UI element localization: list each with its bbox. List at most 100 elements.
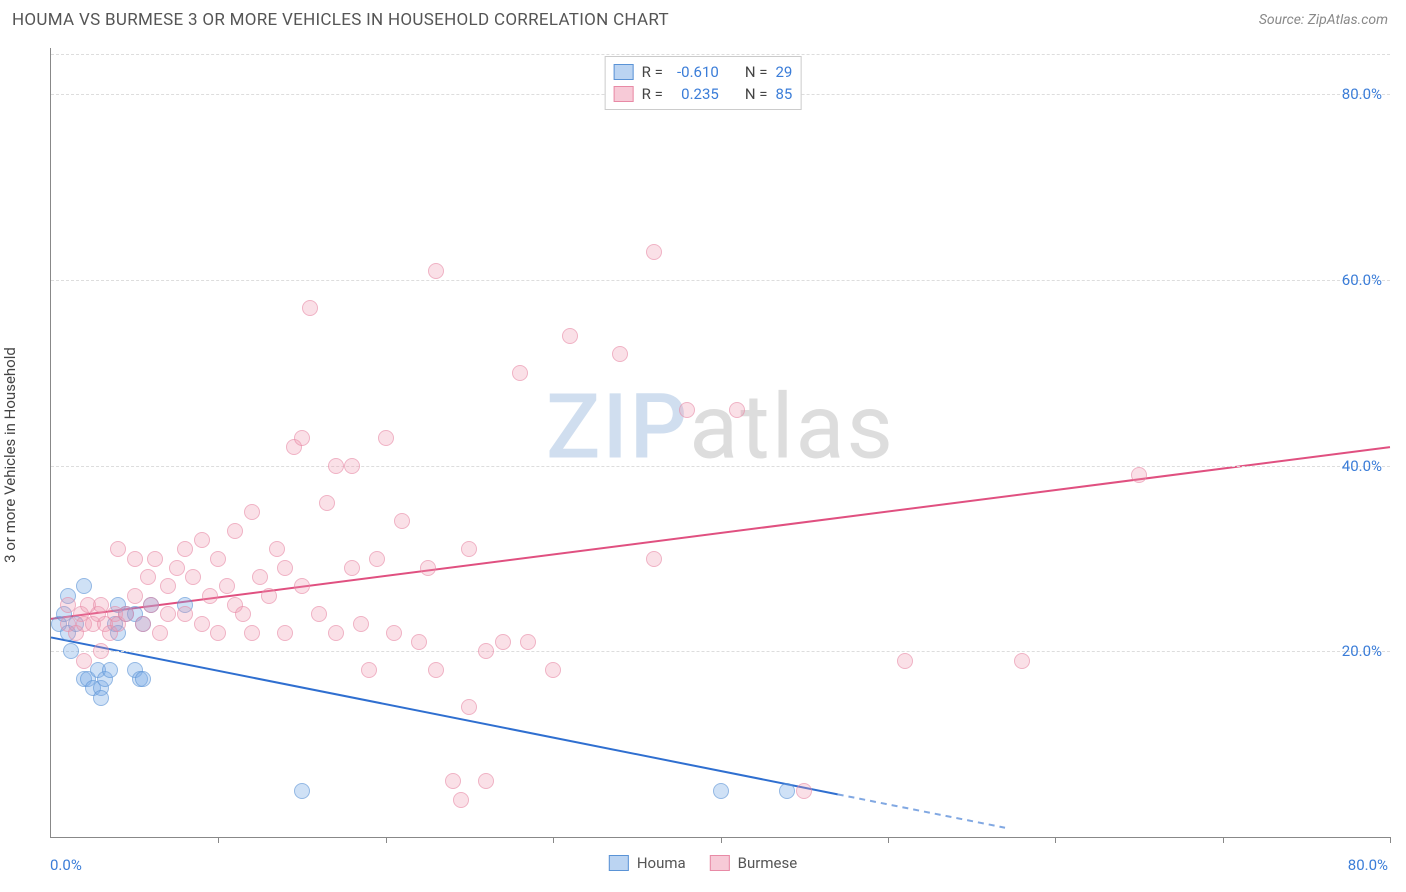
- data-point-burmese: [177, 606, 193, 622]
- chart-title: HOUMA VS BURMESE 3 OR MORE VEHICLES IN H…: [12, 10, 669, 30]
- data-point-burmese: [160, 578, 176, 594]
- data-point-burmese: [127, 588, 143, 604]
- data-point-houma: [93, 690, 109, 706]
- watermark: ZIPatlas: [546, 374, 895, 479]
- data-point-houma: [76, 578, 92, 594]
- data-point-burmese: [227, 523, 243, 539]
- data-point-houma: [779, 783, 795, 799]
- x-end-label: 80.0%: [1348, 856, 1388, 874]
- swatch-blue: [614, 64, 634, 80]
- legend-row-houma: R = -0.610 N = 29: [614, 61, 793, 83]
- data-point-burmese: [118, 606, 134, 622]
- x-tick: [1390, 837, 1391, 843]
- correlation-legend: R = -0.610 N = 29 R = 0.235 N = 85: [605, 56, 802, 110]
- data-point-burmese: [353, 616, 369, 632]
- x-tick: [386, 837, 387, 843]
- x-tick: [1055, 837, 1056, 843]
- data-point-burmese: [378, 430, 394, 446]
- data-point-burmese: [76, 653, 92, 669]
- data-point-burmese: [420, 560, 436, 576]
- legend-label-burmese: Burmese: [738, 854, 798, 872]
- trend-line-burmese: [51, 447, 1390, 619]
- data-point-burmese: [93, 643, 109, 659]
- data-point-burmese: [194, 616, 210, 632]
- grid-line: [51, 651, 1390, 652]
- data-point-houma: [102, 662, 118, 678]
- scatter-chart: ZIPatlas 20.0%40.0%60.0%80.0%: [50, 48, 1390, 838]
- data-point-burmese: [1131, 467, 1147, 483]
- data-point-burmese: [445, 773, 461, 789]
- data-point-burmese: [344, 560, 360, 576]
- data-point-burmese: [135, 616, 151, 632]
- r-label: R =: [642, 63, 663, 81]
- data-point-burmese: [194, 532, 210, 548]
- legend-item-houma: Houma: [609, 854, 686, 872]
- grid-line: [51, 466, 1390, 467]
- data-point-burmese: [294, 430, 310, 446]
- data-point-burmese: [897, 653, 913, 669]
- data-point-burmese: [302, 300, 318, 316]
- n-label: N =: [745, 63, 768, 81]
- data-point-burmese: [235, 606, 251, 622]
- data-point-burmese: [428, 662, 444, 678]
- data-point-burmese: [147, 551, 163, 567]
- data-point-burmese: [344, 458, 360, 474]
- data-point-burmese: [277, 625, 293, 641]
- n-value-houma: 29: [775, 63, 792, 81]
- data-point-burmese: [328, 458, 344, 474]
- legend-row-burmese: R = 0.235 N = 85: [614, 83, 793, 105]
- grid-line: [51, 54, 1390, 55]
- data-point-burmese: [478, 643, 494, 659]
- r-value-burmese: 0.235: [671, 85, 719, 103]
- x-tick: [218, 837, 219, 843]
- data-point-burmese: [461, 699, 477, 715]
- y-tick-label: 20.0%: [1342, 642, 1382, 660]
- x-tick: [1223, 837, 1224, 843]
- data-point-burmese: [169, 560, 185, 576]
- swatch-pink: [614, 86, 634, 102]
- data-point-burmese: [261, 588, 277, 604]
- data-point-burmese: [311, 606, 327, 622]
- n-label: N =: [745, 85, 768, 103]
- r-value-houma: -0.610: [671, 63, 719, 81]
- grid-line: [51, 280, 1390, 281]
- data-point-burmese: [110, 541, 126, 557]
- data-point-houma: [294, 783, 310, 799]
- source-prefix: Source:: [1259, 12, 1308, 28]
- data-point-burmese: [143, 597, 159, 613]
- legend-item-burmese: Burmese: [710, 854, 798, 872]
- data-point-burmese: [252, 569, 268, 585]
- n-value-burmese: 85: [775, 85, 792, 103]
- data-point-burmese: [461, 541, 477, 557]
- data-point-houma: [135, 671, 151, 687]
- data-point-burmese: [646, 551, 662, 567]
- data-point-burmese: [202, 588, 218, 604]
- data-point-burmese: [185, 569, 201, 585]
- y-tick-label: 40.0%: [1342, 457, 1382, 475]
- data-point-burmese: [679, 402, 695, 418]
- data-point-burmese: [319, 495, 335, 511]
- legend-label-houma: Houma: [637, 854, 686, 872]
- swatch-pink: [710, 855, 730, 871]
- data-point-burmese: [512, 365, 528, 381]
- data-point-burmese: [177, 541, 193, 557]
- y-axis-title: 3 or more Vehicles in Household: [1, 347, 19, 563]
- data-point-burmese: [210, 551, 226, 567]
- data-point-burmese: [1014, 653, 1030, 669]
- data-point-burmese: [361, 662, 377, 678]
- series-legend: Houma Burmese: [609, 854, 797, 872]
- data-point-burmese: [520, 634, 536, 650]
- data-point-burmese: [428, 263, 444, 279]
- x-origin-label: 0.0%: [50, 856, 82, 874]
- x-tick: [553, 837, 554, 843]
- data-point-burmese: [612, 346, 628, 362]
- data-point-burmese: [294, 578, 310, 594]
- trend-lines-svg: [51, 48, 1390, 837]
- data-point-burmese: [269, 541, 285, 557]
- trend-line-houma: [51, 637, 838, 794]
- data-point-burmese: [545, 662, 561, 678]
- y-tick-label: 60.0%: [1342, 271, 1382, 289]
- data-point-burmese: [210, 625, 226, 641]
- source-attribution: Source: ZipAtlas.com: [1259, 12, 1388, 28]
- data-point-burmese: [453, 792, 469, 808]
